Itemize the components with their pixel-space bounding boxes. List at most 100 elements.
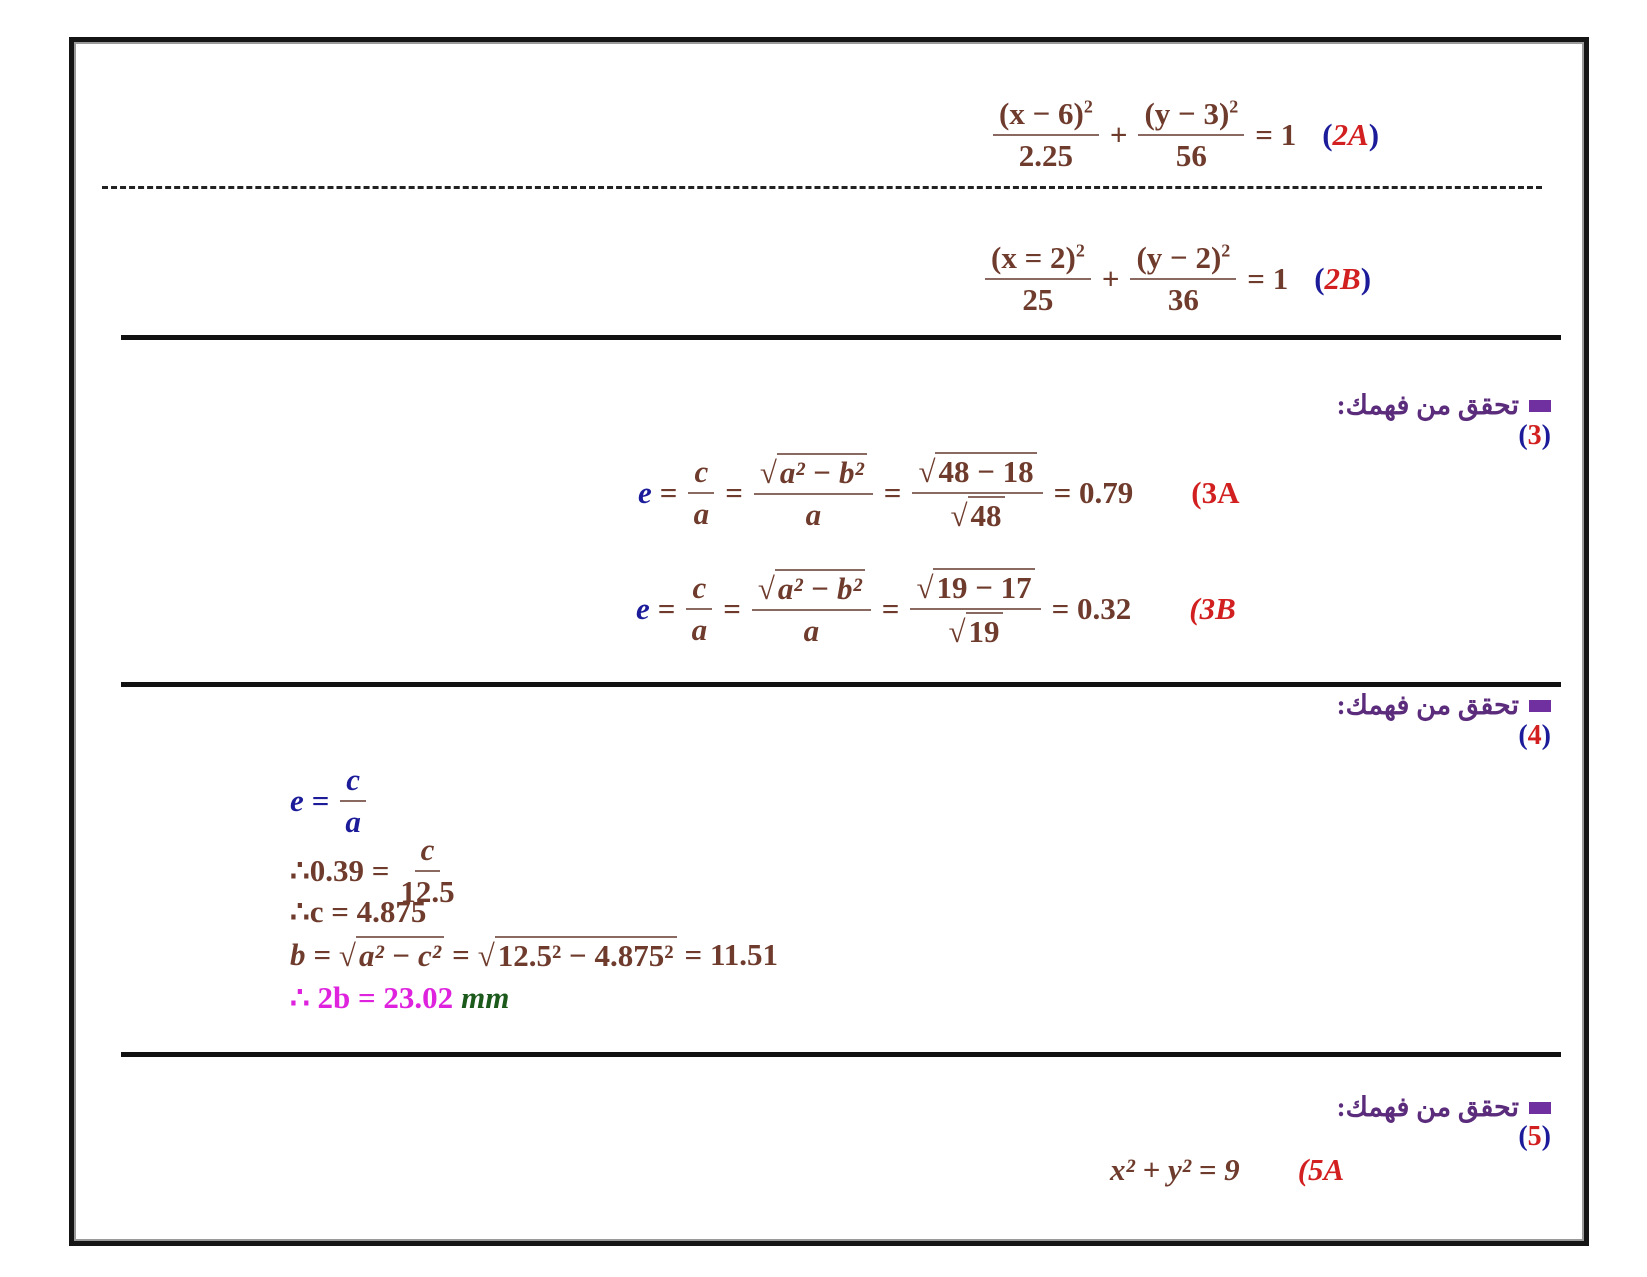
numerator: (y − 2) <box>1136 240 1222 275</box>
equals: = <box>659 475 678 510</box>
sqrt-sign: √ <box>477 938 495 973</box>
unit: mm <box>461 980 510 1015</box>
sqrt-sign: √ <box>338 938 356 973</box>
sqrt-sign: √ <box>916 570 934 605</box>
exponent: 2 <box>1083 96 1093 117</box>
numerator: c <box>686 570 713 610</box>
question-number-5: (5) <box>1518 1121 1551 1153</box>
sqrt-sign: √ <box>948 614 966 649</box>
equation: x² + y² = 9 <box>1110 1152 1240 1187</box>
answer: ∴ 2b = 23.02 <box>290 980 454 1015</box>
label-text: 2B <box>1324 261 1361 296</box>
label-5a: (5A <box>1297 1152 1345 1187</box>
denominator: 36 <box>1167 282 1199 317</box>
label-text: 2A <box>1332 117 1369 152</box>
lhs: e = <box>290 783 330 818</box>
equals: = <box>723 591 741 626</box>
number: 4 <box>1527 720 1542 751</box>
bullet-square-icon <box>1529 699 1551 712</box>
section-heading-3: تحقق من فهمك: <box>1337 390 1551 421</box>
radicand: 48 <box>967 496 1005 534</box>
fraction: √ a² − b² a <box>751 569 871 649</box>
equation-5a: x² + y² = 9 (5A <box>1110 1152 1344 1188</box>
number: 3 <box>1527 420 1542 451</box>
number: 5 <box>1527 1121 1542 1152</box>
paren: ) <box>1541 420 1551 451</box>
fraction: c 12.5 <box>400 832 454 910</box>
numerator: c <box>340 762 366 802</box>
sqrt-sign: √ <box>759 455 777 490</box>
bullet-square-icon <box>1529 1101 1551 1114</box>
exponent: 2 <box>1075 240 1085 261</box>
lhs: b = <box>290 937 331 972</box>
numerator: (x − 6) <box>999 96 1084 131</box>
denominator: 56 <box>1175 138 1207 173</box>
paren: ( <box>1314 261 1325 296</box>
exponent: 2 <box>1221 240 1231 261</box>
page-frame <box>69 37 1589 1246</box>
paren: ( <box>1322 117 1333 152</box>
equation-2a: (x − 6)2 2.25 + (y − 3)2 56 = 1 (2A) <box>990 96 1379 174</box>
denominator: a <box>693 496 710 531</box>
numerator: c <box>414 832 441 872</box>
lhs: ∴0.39 = <box>290 853 390 888</box>
heading-text: تحقق من فهمك: <box>1336 1092 1519 1122</box>
section-heading-5: تحقق من فهمك: <box>1337 1092 1551 1123</box>
fraction: (x − 6)2 2.25 <box>993 96 1099 174</box>
numerator: (x = 2) <box>991 240 1076 275</box>
fraction: √ 48 − 18 √ 48 <box>912 452 1043 534</box>
section-divider <box>121 335 1561 340</box>
equation-2b: (x = 2)2 25 + (y − 2)2 36 = 1 (2B) <box>982 240 1371 318</box>
line-c-value: ∴c = 4.875 <box>290 894 426 930</box>
label-2b: (2B) <box>1314 261 1371 297</box>
radicand: 48 − 18 <box>935 452 1037 490</box>
heading-text: تحقق من فهمك: <box>1336 690 1519 720</box>
denominator: 12.5 <box>400 874 455 909</box>
equals-one: = 1 <box>1255 117 1297 152</box>
heading-text: تحقق من فهمك: <box>1336 390 1519 420</box>
radicand: 12.5² − 4.875² <box>494 936 677 974</box>
plus-sign: + <box>1101 261 1120 296</box>
equals: = <box>452 937 470 972</box>
radicand: 19 <box>965 612 1003 650</box>
variable-e: e <box>636 591 650 626</box>
equals: = <box>883 475 902 510</box>
section-divider <box>121 682 1561 687</box>
exponent: 2 <box>1229 96 1239 117</box>
fraction: √ a² − b² a <box>753 453 873 533</box>
sqrt-sign: √ <box>757 571 775 606</box>
denominator: a <box>691 612 708 647</box>
bullet-square-icon <box>1529 399 1551 412</box>
sqrt-sign: √ <box>918 454 936 489</box>
text: ∴c = 4.875 <box>290 894 427 929</box>
fraction: (y − 3)2 56 <box>1138 96 1245 174</box>
section-divider <box>121 1052 1561 1057</box>
denominator: 2.25 <box>1018 138 1074 173</box>
line-final-answer: ∴ 2b = 23.02 mm <box>290 980 509 1016</box>
paren: ( <box>1518 420 1528 451</box>
paren: ) <box>1360 261 1372 296</box>
radicand: a² − b² <box>776 453 867 491</box>
fraction: (y − 2)2 36 <box>1130 240 1237 318</box>
equals: = <box>725 475 743 510</box>
equals: = <box>881 591 900 626</box>
denominator: a <box>805 497 822 532</box>
fraction: (x = 2)2 25 <box>985 240 1091 318</box>
plus-sign: + <box>1109 117 1128 152</box>
variable-e: e <box>638 475 652 510</box>
radicand: a² − c² <box>355 936 445 974</box>
result: = 11.51 <box>684 937 778 972</box>
result: = 0.32 <box>1051 591 1132 626</box>
denominator: a <box>345 804 361 839</box>
line-substitution: ∴0.39 = c 12.5 <box>290 832 458 910</box>
sqrt-sign: √ <box>950 498 968 533</box>
numerator: c <box>688 454 715 494</box>
label-2a: (2A) <box>1322 117 1379 153</box>
paren: ( <box>1518 720 1528 751</box>
radicand: a² − b² <box>774 569 865 607</box>
